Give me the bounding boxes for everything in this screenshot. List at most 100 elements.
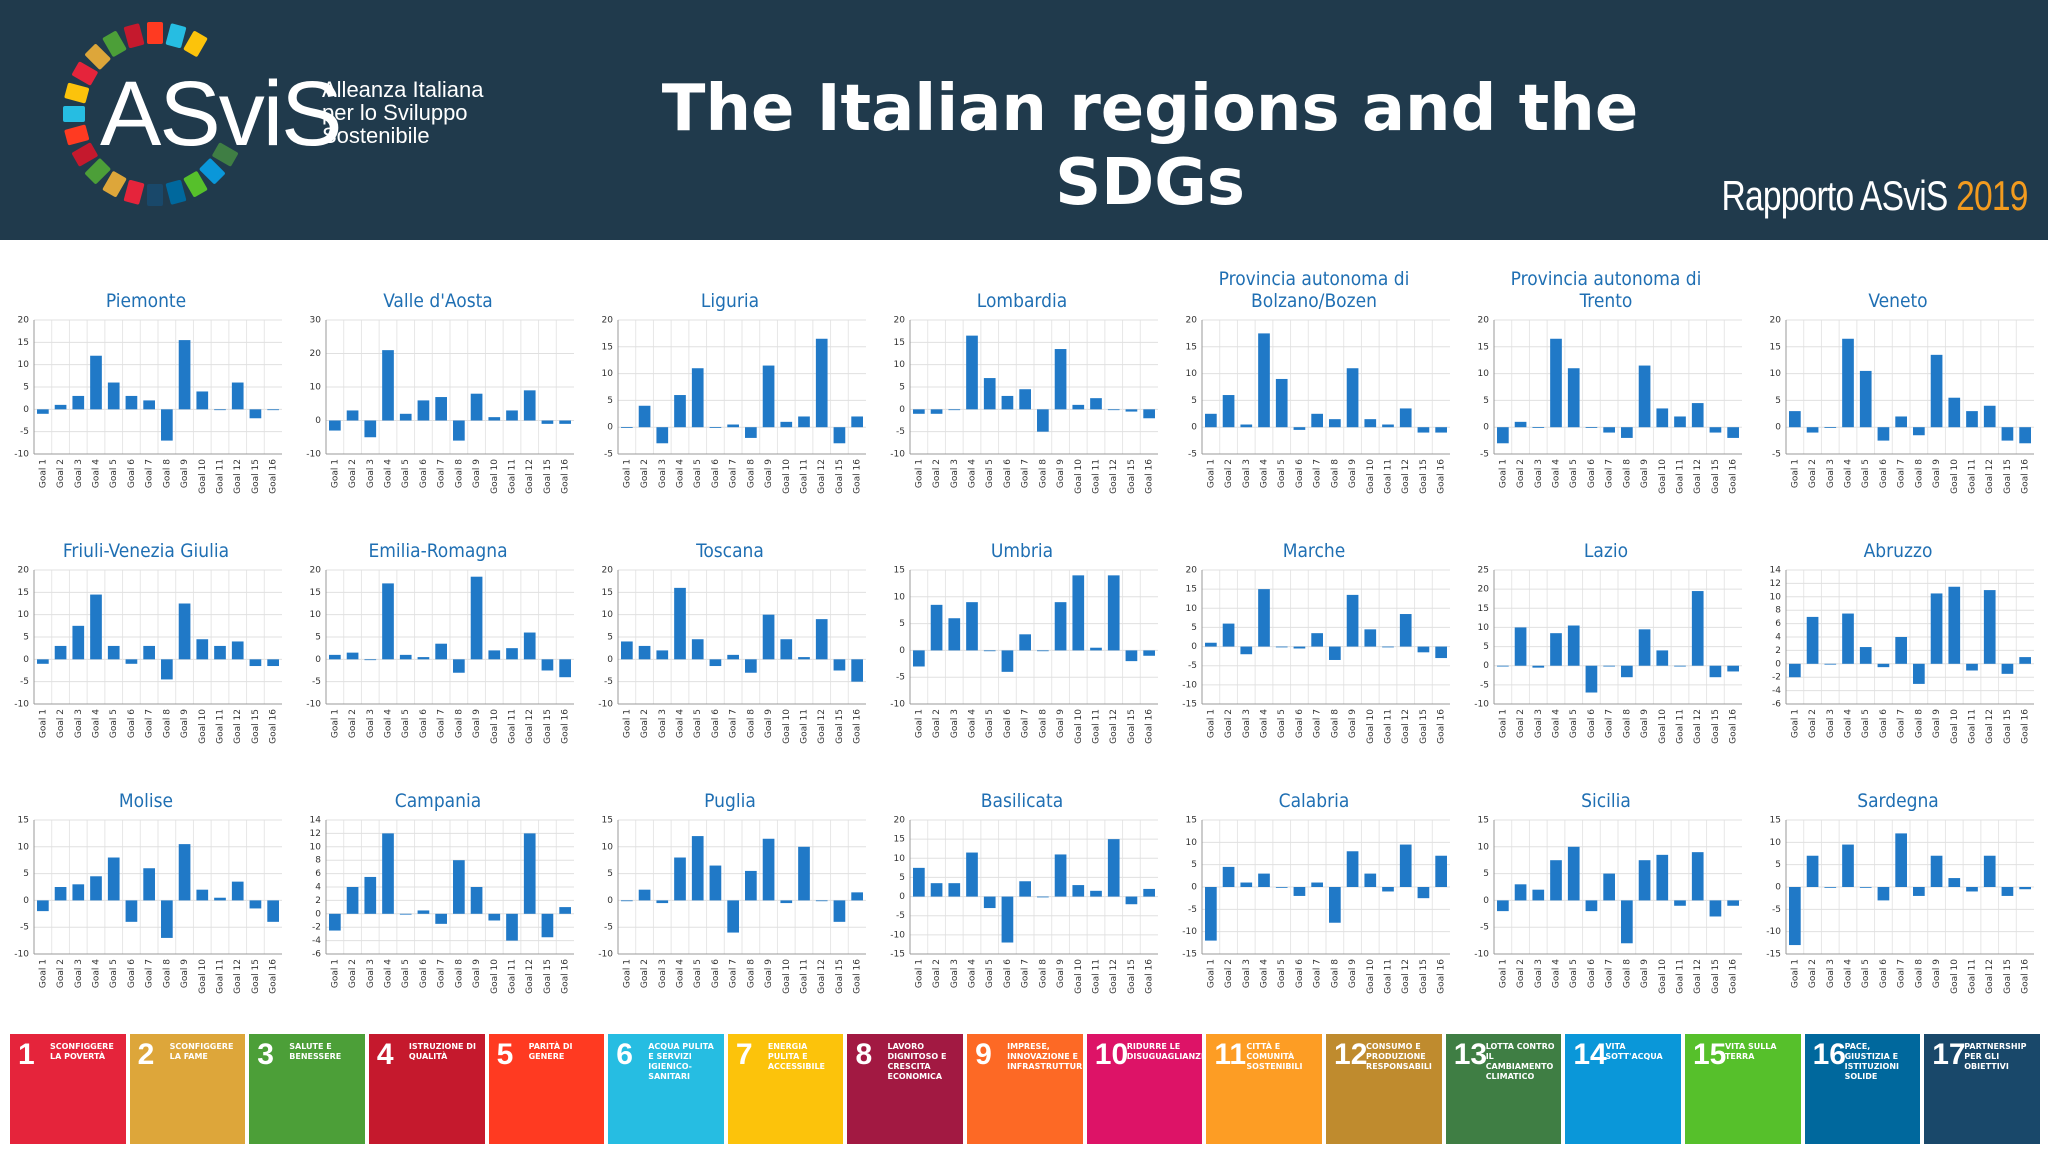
y-tick-label: 0 [1191,883,1197,893]
y-tick-label: 15 [1186,816,1197,826]
sdg-label: CONSUMO E PRODUZIONE RESPONSABILI [1366,1042,1432,1071]
y-tick-label: 2 [315,896,321,906]
y-tick-label: -5 [1772,450,1781,460]
x-tick-label: Goal 3 [950,709,960,738]
x-tick-label: Goal 2 [932,959,942,988]
ring-segment [165,23,187,49]
y-tick-label: -6 [312,950,321,960]
x-tick-label: Goal 16 [1729,709,1739,744]
x-tick-label: Goal 2 [1516,959,1526,988]
y-tick-label: 20 [1770,316,1782,326]
x-tick-label: Goal 2 [932,709,942,738]
x-tick-label: Goal 3 [1242,959,1252,988]
sdg-number: 11 [1214,1038,1247,1071]
y-tick-label: 0 [1483,423,1489,433]
bar [506,410,518,421]
x-tick-label: Goal 8 [454,959,464,988]
y-tick-label: 8 [315,856,321,866]
bar [329,913,341,931]
x-tick-label: Goal 12 [817,459,827,494]
x-tick-label: Goal 3 [366,709,376,738]
bar [417,400,430,421]
bar [1346,368,1359,428]
chart: -10 -5 0 5 10 15 Goal 1 Goal 2 Goal 3 Goal 4 Goal … [890,566,1158,744]
x-tick-label: Goal 9 [1640,709,1650,738]
x-tick-label: Goal 15 [2003,459,2013,494]
y-tick-label: 5 [899,619,905,629]
bar [1727,427,1739,438]
sdg-label: RIDURRE LE DISUGUAGLIANZE [1126,1042,1203,1061]
sdg-label: CITTÀ E COMUNITÀ SOSTENIBILI [1246,1042,1303,1071]
x-tick-label: Goal 6 [127,709,137,738]
x-tick-label: Goal 5 [1569,459,1579,488]
bar [1603,665,1615,667]
bar [1824,663,1837,665]
x-tick-label: Goal 12 [1401,959,1411,994]
bar [691,836,704,901]
sdg-tile: 10 RIDURRE LE DISUGUAGLIANZE [1086,1034,1203,1144]
sdg-tile: 4 ISTRUZIONE DI QUALITÀ [368,1034,485,1144]
bar [1638,860,1651,901]
x-tick-label: Goal 1 [914,959,924,988]
x-tick-label: Goal 15 [1711,709,1721,744]
x-tick-label: Goal 2 [640,709,650,738]
x-tick-label: Goal 11 [216,709,226,744]
x-tick-label: Goal 15 [835,709,845,744]
ring-segment [64,82,90,104]
x-tick-label: Goal 3 [1242,709,1252,738]
bar [559,420,571,424]
bar [435,397,447,421]
x-tick-label: Goal 16 [1145,959,1155,994]
bar [2001,887,2014,896]
bar [1329,646,1341,660]
x-tick-label: Goal 12 [1985,709,1995,744]
bar [1417,646,1430,653]
sdg-label: SALUTE E BENESSERE [289,1042,342,1061]
y-tick-label: -5 [1480,923,1489,933]
x-tick-label: Goal 4 [1260,959,1270,988]
y-tick-label: 10 [310,842,322,852]
x-tick-label: Goal 8 [746,709,756,738]
x-tick-label: Goal 12 [525,959,535,994]
bar [1674,900,1686,906]
sdg-tile: 9 IMPRESE, INNOVAZIONE E INFRASTRUTTURE [967,1034,1083,1144]
y-tick-label: -15 [1766,950,1781,960]
bar [745,427,757,438]
x-tick-label: Goal 6 [1879,709,1889,738]
sdg-number: 12 [1334,1038,1368,1071]
x-tick-label: Goal 6 [419,709,429,738]
chart: -10 0 10 20 30 Goal 1 Goal 2 Goal 3 Goal 4 Goal 5… [306,316,574,494]
sdg-tile: 5 PARITÀ DI GENERE [488,1034,605,1144]
report-name: Rapporto ASviS [1721,172,1949,219]
bar [1550,633,1562,666]
bar [1258,333,1270,428]
y-tick-label: 0 [1191,642,1197,652]
sdg-label: SCONFIGGERE LA FAME [169,1042,234,1061]
y-tick-label: -10 [890,930,905,940]
bar [1222,866,1235,887]
chart: -5 0 5 10 15 20 Goal 1 Goal 2 Goal 3 Goal 4 Goal 5… [1770,316,2034,494]
bar [780,900,793,904]
sdg-label: ENERGIA PULITA E ACCESSIBILE [767,1042,826,1071]
y-tick-label: -5 [896,427,905,437]
x-tick-label: Goal 9 [764,459,774,488]
x-tick-label: Goal 4 [676,459,686,488]
x-tick-label: Goal 9 [180,709,190,738]
y-tick-label: 0 [1775,659,1781,669]
ring-segment [183,171,208,197]
bar [1966,663,1978,671]
sdg-tile: 16 PACE, GIUSTIZIA E ISTITUZIONI SOLIDE [1804,1034,1921,1144]
bar [1382,646,1394,648]
bar [107,645,120,660]
bar [1913,427,1925,436]
x-tick-label: Goal 9 [472,459,482,488]
x-tick-label: Goal 4 [384,709,394,738]
x-tick-label: Goal 2 [348,709,358,738]
y-tick-label: 5 [1191,396,1197,406]
bar [1514,627,1527,666]
header: ASviS Alleanza Italiana per lo Sviluppo … [0,0,2048,240]
x-tick-label: Goal 12 [525,709,535,744]
x-tick-label: Goal 4 [1552,959,1562,988]
x-tick-label: Goal 1 [38,959,48,988]
bar [1054,854,1067,897]
